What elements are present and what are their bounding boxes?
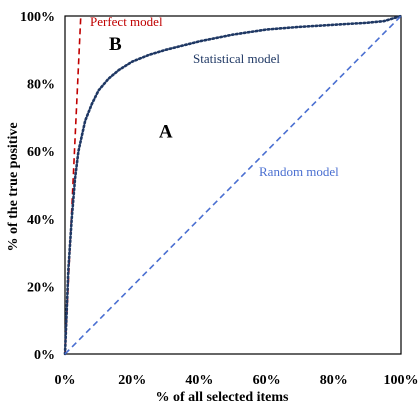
- y-tick-label: 100%: [20, 10, 55, 25]
- x-axis-title: % of all selected items: [156, 390, 290, 405]
- series-label-statistical-model: Statistical model: [193, 51, 280, 66]
- x-tick-label: 20%: [118, 373, 146, 388]
- y-tick-label: 0%: [34, 348, 55, 363]
- series-label-perfect-model: Perfect model: [90, 14, 163, 29]
- region-label-b: B: [109, 34, 122, 55]
- y-axis-title: % of the true positive: [6, 122, 21, 251]
- x-tick-label: 80%: [320, 373, 348, 388]
- region-label-a: A: [159, 122, 173, 143]
- series-label-random-model: Random model: [259, 164, 339, 179]
- y-tick-label: 20%: [27, 280, 55, 295]
- x-tick-label: 60%: [253, 373, 281, 388]
- y-tick-label: 60%: [27, 145, 55, 160]
- y-tick-label: 40%: [27, 213, 55, 228]
- x-tick-label: 100%: [384, 373, 419, 388]
- x-tick-label: 0%: [55, 373, 76, 388]
- series-line-random-model: [65, 16, 401, 354]
- y-tick-label: 80%: [27, 78, 55, 93]
- x-tick-label: 40%: [185, 373, 213, 388]
